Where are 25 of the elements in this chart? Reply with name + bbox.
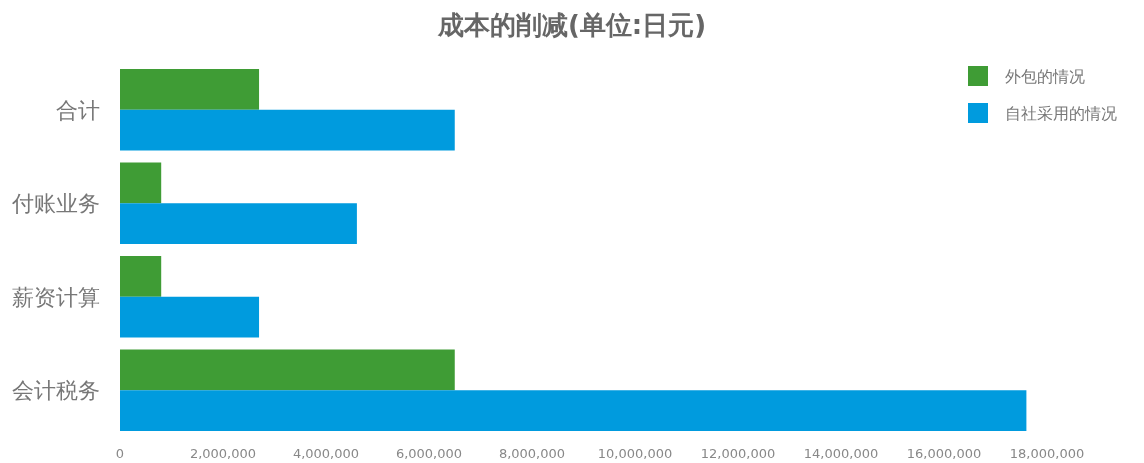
x-tick-label: 10,000,000 <box>597 446 673 461</box>
y-tick-label: 薪资计算 <box>12 284 100 310</box>
x-tick-label: 18,000,000 <box>1009 446 1085 461</box>
bar <box>120 109 455 151</box>
bar <box>120 390 1027 431</box>
x-tick-label: 8,000,000 <box>498 446 566 461</box>
legend-label: 自社采用的情况 <box>1005 104 1117 123</box>
x-tick-label: 0 <box>115 446 125 461</box>
x-tick-label: 6,000,000 <box>395 446 463 461</box>
y-tick-label: 合计 <box>56 97 100 123</box>
bar <box>120 256 162 297</box>
bar <box>120 162 162 204</box>
y-tick-label: 会计税务 <box>12 378 100 404</box>
bar <box>120 69 260 110</box>
chart-title: 成本的削减(单位:日元) <box>436 10 707 40</box>
x-tick-label: 16,000,000 <box>906 446 982 461</box>
bar <box>120 296 260 338</box>
legend-label: 外包的情况 <box>1005 67 1085 86</box>
x-tick-label: 12,000,000 <box>700 446 776 461</box>
x-tick-label: 4,000,000 <box>292 446 360 461</box>
y-tick-label: 付账业务 <box>11 191 100 217</box>
x-tick-label: 14,000,000 <box>803 446 879 461</box>
bar <box>120 349 455 391</box>
bar <box>120 203 357 244</box>
x-tick-label: 2,000,000 <box>189 446 257 461</box>
